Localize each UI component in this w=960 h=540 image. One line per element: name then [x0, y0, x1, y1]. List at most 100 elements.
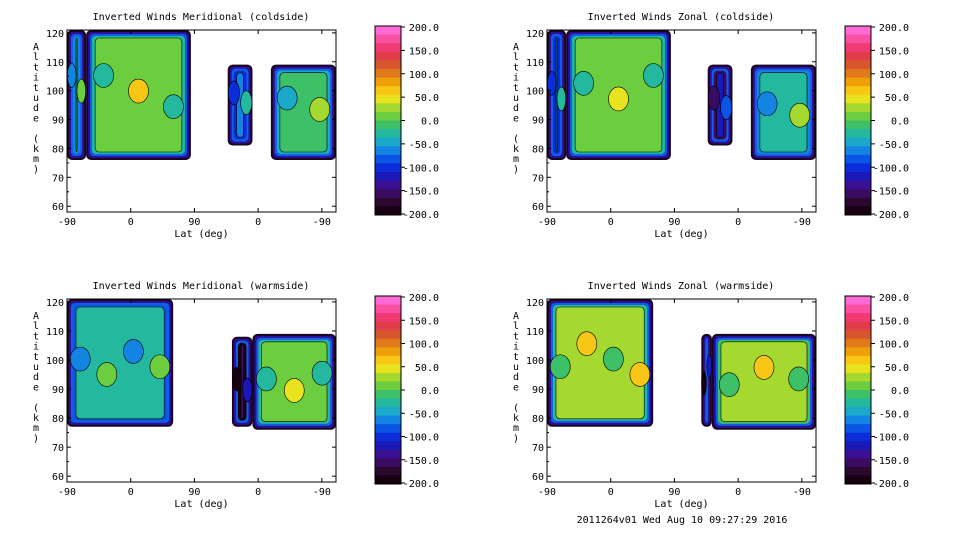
colorbar-tick-label: -150.0	[403, 456, 439, 467]
colorbar-swatch	[375, 189, 401, 199]
colorbar-tick-label: -50.0	[409, 140, 439, 151]
colorbar: 200.0 150.0 100.0 50.0 0.0 -50.0 -100.0 -150.0 -…	[844, 293, 909, 490]
colorbar-swatch	[375, 390, 401, 400]
colorbar-swatch	[845, 180, 871, 190]
colorbar-tick-label: 100.0	[409, 340, 439, 351]
colorbar-swatch	[845, 424, 871, 434]
y-tick-label: 60	[52, 472, 64, 483]
colorbar-swatch	[375, 407, 401, 417]
colorbar-tick-label: 50.0	[415, 93, 439, 104]
colorbar-tick-label: 150.0	[879, 46, 909, 57]
x-tick-label: 90	[188, 487, 200, 498]
x-tick-label: -90	[793, 487, 811, 498]
x-tick-label: -90	[58, 487, 76, 498]
y-tick-label: 90	[532, 116, 544, 127]
colorbar-swatch	[845, 189, 871, 199]
colorbar-swatch	[845, 137, 871, 147]
colorbar-swatch	[375, 458, 401, 468]
colorbar-tick-label: 0.0	[421, 117, 439, 128]
x-tick-label: 0	[735, 487, 741, 498]
colorbar-swatch	[845, 172, 871, 182]
colorbar-tick-label: 0.0	[421, 386, 439, 397]
plot-frame	[66, 29, 337, 213]
colorbar-swatch	[845, 321, 871, 331]
colorbar-swatch	[845, 51, 871, 61]
chart-panel-3: Inverted Winds Meridional (warmside) -90 0…	[33, 281, 439, 510]
chart-title: Inverted Winds Meridional (coldside)	[93, 12, 310, 23]
colorbar-swatch	[845, 355, 871, 365]
x-tick-label: -90	[313, 487, 331, 498]
colorbar-swatch	[375, 338, 401, 348]
y-tick-label: 120	[526, 29, 544, 40]
x-axis-label: Lat (deg)	[174, 499, 228, 510]
colorbar-swatch	[375, 103, 401, 113]
x-axis-label: Lat (deg)	[654, 499, 708, 510]
plot-frame	[546, 298, 817, 483]
colorbar-swatch	[845, 475, 871, 485]
x-tick-label: 0	[128, 217, 134, 228]
y-tick-label: 90	[532, 385, 544, 396]
x-tick-label: 0	[735, 217, 741, 228]
y-tick-label: 120	[46, 29, 64, 40]
colorbar-swatch	[845, 111, 871, 121]
colorbar-swatch	[375, 120, 401, 130]
colorbar-tick-label: 0.0	[891, 386, 909, 397]
colorbar-tick-label: -100.0	[403, 163, 439, 174]
colorbar-swatch	[375, 415, 401, 425]
colorbar-tick-label: -150.0	[403, 187, 439, 198]
colorbar: 200.0 150.0 100.0 50.0 0.0 -50.0 -100.0 -150.0 -…	[844, 23, 909, 221]
y-tick-label: 100	[46, 87, 64, 98]
data-region-3	[711, 333, 816, 430]
x-tick-label: -90	[793, 217, 811, 228]
y-tick-label: 110	[526, 327, 544, 338]
colorbar-swatch	[845, 372, 871, 382]
colorbar-tick-label: -50.0	[879, 409, 909, 420]
colorbar-tick-label: -200.0	[873, 479, 909, 490]
colorbar-swatch	[375, 94, 401, 104]
colorbar-swatch	[845, 381, 871, 391]
colorbar: 200.0 150.0 100.0 50.0 0.0 -50.0 -100.0 -150.0 -…	[374, 293, 439, 490]
colorbar-tick-label: 150.0	[879, 316, 909, 327]
colorbar-tick-label: 50.0	[885, 93, 909, 104]
y-tick-label: 60	[532, 472, 544, 483]
colorbar-tick-label: 200.0	[409, 23, 439, 34]
colorbar-swatch	[845, 364, 871, 374]
data-region-4	[750, 64, 816, 160]
x-tick-label: 90	[668, 487, 680, 498]
colorbar-swatch	[375, 60, 401, 70]
colorbar-swatch	[845, 432, 871, 442]
x-tick-label: 90	[668, 217, 680, 228]
colorbar-swatch	[375, 68, 401, 79]
y-tick-label: 70	[532, 443, 544, 454]
colorbar-tick-label: -200.0	[873, 210, 909, 221]
chart-panel-1: Inverted Winds Meridional (coldside) -90 0…	[33, 12, 439, 240]
colorbar-swatch	[845, 26, 871, 36]
colorbar-swatch	[845, 313, 871, 323]
x-tick-label: 0	[608, 487, 614, 498]
colorbar-swatch	[845, 338, 871, 348]
colorbar-swatch	[375, 26, 401, 36]
y-tick-label: 70	[532, 173, 544, 184]
colorbar-swatch	[375, 43, 401, 53]
colorbar-tick-label: -100.0	[873, 163, 909, 174]
y-tick-label: 100	[46, 356, 64, 367]
chart-title: Inverted Winds Zonal (warmside)	[588, 281, 775, 292]
colorbar: 200.0 150.0 100.0 50.0 0.0 -50.0 -100.0 -150.0 -…	[374, 23, 439, 221]
colorbar-swatch	[845, 449, 871, 459]
colorbar-swatch	[845, 120, 871, 130]
y-tick-label: 110	[526, 58, 544, 69]
y-tick-label: 120	[526, 298, 544, 309]
colorbar-swatch	[845, 398, 871, 408]
colorbar-swatch	[845, 163, 871, 173]
x-tick-label: 0	[128, 487, 134, 498]
colorbar-swatch	[845, 154, 871, 164]
colorbar-tick-label: 200.0	[409, 293, 439, 304]
colorbar-swatch	[375, 129, 401, 139]
y-tick-label: 70	[52, 443, 64, 454]
colorbar-swatch	[375, 172, 401, 182]
